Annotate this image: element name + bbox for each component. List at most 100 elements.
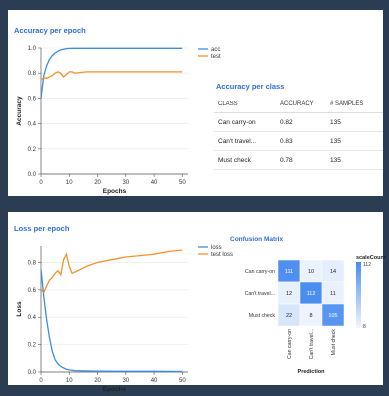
legend-tick-label: 112: [363, 262, 371, 268]
confusion-matrix: 111 10 14 Can carry-on 12 112 11 Can't travel..…: [245, 255, 386, 375]
cell-class: Can't travel...: [218, 137, 257, 145]
bottom-stripe: [8, 385, 383, 395]
legend-gradient-step: [356, 295, 361, 299]
cell-samples: 135: [330, 156, 341, 164]
table-row: Can carry-on 0.82 135: [214, 113, 383, 132]
col-header-samples: # SAMPLES: [330, 101, 364, 107]
x-tick-label: 40: [151, 378, 158, 384]
cell-class: Must check: [218, 156, 251, 164]
x-axis-label: Epochs: [103, 386, 127, 393]
x-axis-label: Prediction: [298, 369, 326, 375]
col-label: Must check: [331, 329, 337, 356]
x-tick-label: 30: [122, 180, 129, 186]
legend-gradient-step: [356, 271, 361, 276]
row-label: Can't travel...: [245, 291, 275, 297]
legend-label: test: [211, 54, 221, 60]
cell-value: 10: [308, 269, 314, 275]
series-line-test: [40, 71, 183, 81]
x-tick-label: 20: [94, 378, 101, 384]
legend-label: loss: [211, 245, 222, 251]
cell-class: Can carry-on: [218, 118, 256, 126]
x-tick-label: 10: [66, 180, 73, 186]
cell-value: 22: [286, 313, 292, 319]
col-header-accuracy: ACCURACY: [280, 101, 314, 107]
cell-value: 14: [330, 269, 336, 275]
col-header-class: CLASS: [218, 101, 238, 107]
y-axis-label: Loss: [16, 301, 23, 317]
legend-gradient-step: [356, 304, 361, 309]
series-line-test-loss: [40, 249, 183, 294]
loss-chart-title: Loss per epoch: [14, 224, 70, 233]
legend-gradient-step: [356, 291, 361, 296]
class-table-title: Accuracy per class: [216, 82, 285, 91]
legend-tick-label: 8: [363, 324, 366, 330]
table-row: Must check 0.78 135: [214, 151, 383, 170]
legend-label: acc: [211, 47, 220, 53]
x-tick-label: 20: [94, 180, 101, 186]
x-tick-label: 0: [39, 180, 43, 186]
cell-value: 11: [330, 291, 336, 297]
cell-value: 112: [307, 291, 316, 297]
legend-gradient-step: [356, 268, 361, 273]
series-line-acc: [40, 47, 183, 99]
y-tick-label: 0.4: [28, 122, 37, 128]
x-tick-label: 0: [39, 378, 43, 384]
x-tick-label: 50: [179, 378, 186, 384]
legend-gradient-step: [356, 308, 361, 312]
y-tick-label: 0.4: [28, 315, 37, 321]
table-header-row: CLASS ACCURACY # SAMPLES: [214, 96, 383, 113]
y-axis-label: Accuracy: [16, 96, 23, 126]
cell-samples: 135: [330, 118, 341, 126]
y-tick-label: 0.6: [28, 288, 37, 294]
legend-gradient-step: [356, 324, 361, 329]
legend-gradient-step: [356, 278, 361, 283]
col-label: Can't travel...: [309, 329, 315, 359]
accuracy-chart: 0.0 0.2 0.4 0.6 0.8 1.0 0 10 20 30 40 50 Epochs Accur…: [16, 46, 221, 195]
top-stripe: [8, 0, 383, 10]
x-axis-label: Epochs: [103, 188, 127, 195]
x-tick-label: 30: [122, 378, 129, 384]
cell-value: 8: [309, 313, 312, 319]
mid-stripe: [8, 196, 383, 212]
legend-gradient-step: [356, 298, 361, 302]
class-accuracy-table: CLASS ACCURACY # SAMPLES Can carry-on 0.…: [214, 96, 383, 170]
confusion-matrix-title: Confusion Matrix: [230, 236, 284, 243]
cell-accuracy: 0.83: [280, 137, 293, 145]
legend-gradient-step: [356, 288, 361, 292]
series-line-loss: [40, 269, 183, 373]
legend-gradient-step: [356, 318, 361, 322]
y-tick-label: 0.0: [28, 370, 37, 376]
cell-value: 105: [328, 313, 337, 319]
x-tick-label: 10: [66, 378, 73, 384]
matrix-cell: [321, 303, 345, 327]
cell-accuracy: 0.78: [280, 156, 293, 164]
col-label: Can carry-on: [287, 329, 293, 359]
accuracy-chart-title: Accuracy per epoch: [14, 26, 86, 35]
legend-gradient-step: [356, 314, 361, 319]
cell-value: 111: [285, 269, 293, 275]
y-tick-label: 1.0: [28, 46, 37, 52]
y-tick-label: 0.2: [28, 343, 37, 349]
legend-label: test loss: [211, 252, 233, 258]
dashboard-panel: Accuracy per epoch 0.0 0.2 0.4 0.6 0.8 1.0 0 10…: [8, 0, 386, 395]
legend-gradient-step: [356, 321, 361, 325]
row-label: Can carry-on: [245, 269, 275, 275]
x-tick-label: 40: [151, 180, 158, 186]
cell-accuracy: 0.82: [280, 118, 293, 126]
x-tick-label: 50: [179, 180, 186, 186]
legend-gradient-step: [356, 275, 361, 279]
legend-gradient-step: [356, 281, 361, 286]
legend-title: scaleCount: [356, 255, 386, 261]
cell-value: 12: [286, 291, 292, 297]
table-row: Can't travel... 0.83 135: [214, 132, 383, 151]
y-tick-label: 0.6: [28, 96, 37, 102]
legend-gradient-step: [356, 285, 361, 289]
legend-gradient-step: [356, 265, 361, 269]
legend-gradient-step: [356, 311, 361, 316]
legend-gradient-step: [356, 301, 361, 306]
legend-gradient-step: [356, 262, 361, 266]
row-label: Must check: [249, 313, 276, 319]
cell-samples: 135: [330, 137, 341, 145]
y-tick-label: 0.2: [28, 147, 37, 153]
y-tick-label: 0.8: [28, 260, 37, 266]
